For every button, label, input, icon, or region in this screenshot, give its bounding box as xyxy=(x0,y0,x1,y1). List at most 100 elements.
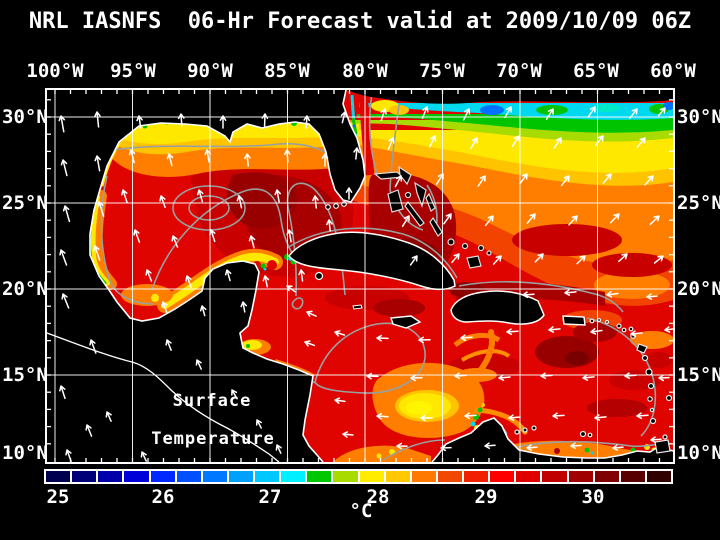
lon-tick-60W: 60°W xyxy=(650,60,696,82)
colorbar-unit: °C xyxy=(349,500,373,522)
colorbar-cell-6 xyxy=(202,471,227,482)
colorbar-cell-9 xyxy=(281,471,306,482)
wind-arrow xyxy=(166,153,174,167)
wind-arrow xyxy=(59,249,68,266)
lat-tick-right-20N: 20°N xyxy=(677,278,720,300)
lat-tick-left-15N: 15°N xyxy=(2,364,48,386)
wind-arrow xyxy=(624,372,637,380)
wind-arrow xyxy=(286,229,294,243)
wind-arrow xyxy=(409,255,418,266)
hispaniola xyxy=(450,290,545,325)
wind-arrow xyxy=(484,215,494,227)
map-frame xyxy=(45,88,675,464)
colorbar-cell-17 xyxy=(490,471,515,482)
wind-arrow xyxy=(394,175,403,188)
wind-arrow xyxy=(464,412,477,420)
wind-arrow xyxy=(387,137,395,150)
wind-arrow xyxy=(477,175,486,187)
lon-tick-65W: 65°W xyxy=(573,60,619,82)
wind-arrow xyxy=(657,107,666,117)
wind-arrow xyxy=(366,372,379,380)
colorbar-cell-5 xyxy=(176,471,201,482)
wind-arrow xyxy=(492,255,502,265)
mainland xyxy=(47,90,365,462)
grid-lines xyxy=(47,90,673,462)
wind-arrow xyxy=(545,108,554,120)
land-layer xyxy=(47,90,673,462)
bahamas xyxy=(373,165,492,269)
wind-arrow xyxy=(560,175,570,187)
wind-arrow xyxy=(275,444,282,454)
wind-arrow xyxy=(224,269,232,282)
wind-arrow xyxy=(570,442,582,450)
wind-arrow xyxy=(94,111,101,128)
wind-arrow xyxy=(199,305,207,317)
wind-arrow xyxy=(105,411,112,422)
wind-arrow xyxy=(240,301,248,313)
wind-arrow xyxy=(462,108,471,121)
wind-arrow xyxy=(421,106,429,119)
colorbar-cell-8 xyxy=(255,471,280,482)
wind-arrow xyxy=(451,253,460,264)
colorbar-tick-27: 27 xyxy=(258,486,282,508)
wind-arrow xyxy=(594,414,607,421)
wind-arrow xyxy=(303,115,311,129)
lon-tick-100W: 100°W xyxy=(26,60,84,82)
wind-arrow xyxy=(534,253,544,263)
colorbar-cell-20 xyxy=(568,471,593,482)
wind-arrow xyxy=(602,173,612,184)
wind-arrow xyxy=(209,229,216,243)
wind-arrow xyxy=(443,213,452,225)
cayman xyxy=(352,304,363,310)
overlay-label-surface: Surface xyxy=(172,391,252,411)
colorbar-cell-2 xyxy=(98,471,123,482)
wind-arrow xyxy=(506,328,519,336)
jamaica xyxy=(390,315,422,329)
wind-arrow xyxy=(195,359,202,370)
wind-arrow xyxy=(165,339,172,351)
wind-arrow xyxy=(161,301,168,314)
wind-arrow xyxy=(664,326,673,333)
wind-arrow xyxy=(582,374,595,381)
lat-tick-right-25N: 25°N xyxy=(677,192,720,214)
wind-arrow xyxy=(636,137,646,148)
south-america xyxy=(432,418,673,462)
lesser-antilles xyxy=(514,317,673,454)
wind-arrow xyxy=(618,253,628,263)
wind-vector-layer xyxy=(58,106,673,462)
lat-tick-right-10N: 10°N xyxy=(677,442,720,464)
lon-tick-95W: 95°W xyxy=(110,60,156,82)
colorbar-tick-30: 30 xyxy=(581,486,605,508)
colorbar-cell-21 xyxy=(594,471,619,482)
wind-arrow xyxy=(420,414,433,422)
domain-mask xyxy=(346,90,673,104)
wind-arrow xyxy=(334,397,346,404)
wind-arrow xyxy=(552,412,565,420)
cuba xyxy=(288,231,456,291)
wind-arrow xyxy=(248,235,256,249)
wind-arrow xyxy=(261,113,269,127)
wind-arrow xyxy=(128,149,136,164)
wind-arrow xyxy=(62,205,71,223)
wind-arrow xyxy=(649,215,660,226)
wind-arrow xyxy=(594,135,604,147)
wind-arrow xyxy=(133,229,141,243)
wind-arrow xyxy=(304,340,316,347)
colorbar-cell-3 xyxy=(124,471,149,482)
colorbar-cell-10 xyxy=(307,471,332,482)
puerto-rico xyxy=(562,315,586,326)
pacific-coastline xyxy=(47,332,280,462)
colorbar-cell-4 xyxy=(150,471,175,482)
wind-arrow xyxy=(185,275,192,289)
wind-arrow xyxy=(306,310,317,317)
wind-arrow xyxy=(454,372,467,380)
wind-arrow xyxy=(653,255,664,264)
wind-arrow xyxy=(498,374,511,381)
lat-tick-right-15N: 15°N xyxy=(677,364,720,386)
south-america-coastline xyxy=(431,417,673,462)
colorbar-cell-0 xyxy=(46,471,71,482)
wind-arrow xyxy=(255,419,263,429)
wind-arrow xyxy=(376,334,389,342)
wind-arrow xyxy=(121,189,128,204)
colorbar-cell-15 xyxy=(437,471,462,482)
